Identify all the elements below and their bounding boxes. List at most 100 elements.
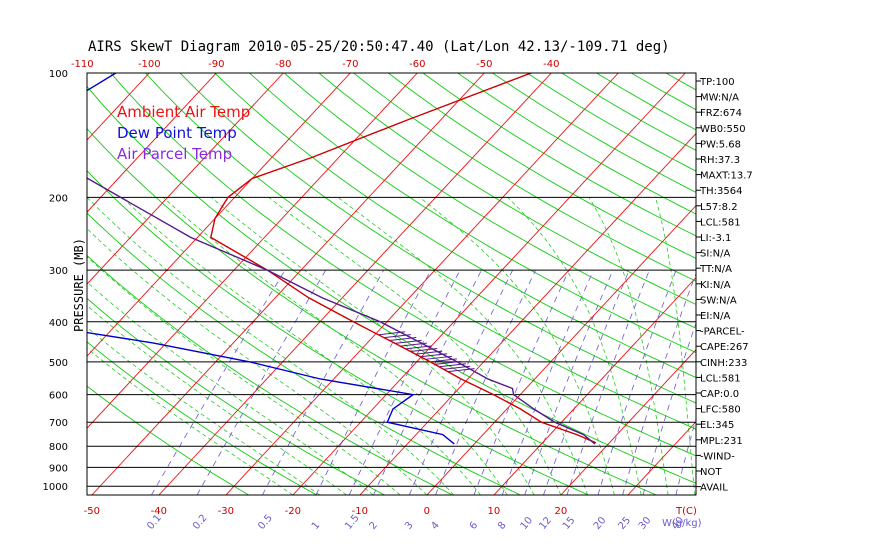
dry-adiabat — [87, 297, 385, 495]
moist-adiabat — [268, 197, 562, 495]
index-entry: LCL:581 — [700, 373, 741, 384]
index-entry: SW:N/A — [700, 295, 737, 306]
index-entry: EI:N/A — [700, 311, 730, 322]
index-entry: SI:N/A — [700, 249, 731, 260]
pressure-tick-label: 300 — [49, 266, 68, 277]
bottom-temp-tick-label: -50 — [84, 506, 100, 517]
indices-panel: TP:100 MW:N/A FRZ:674 WB0:550 PW:5.68 RH:37.3… — [696, 77, 753, 494]
mixing-ratio-line — [408, 270, 513, 495]
mixing-ratio-line — [262, 270, 384, 495]
mixing-units-label: W(g/kg) — [662, 518, 702, 529]
dry-adiabat — [110, 73, 696, 457]
top-temp-tick-label: -90 — [208, 59, 224, 70]
mixing-ratio-tick-label: 0.2 — [191, 513, 210, 532]
mixing-ratio-tick-label: 30 — [637, 515, 654, 532]
pressure-tick-label: 900 — [49, 463, 68, 474]
isotherm — [225, 73, 619, 495]
temperature-profile — [210, 73, 597, 444]
dry-adiabat — [179, 73, 696, 404]
isotherm — [359, 132, 696, 495]
index-entry: -WIND- — [700, 451, 735, 462]
pressure-tick-label: 800 — [49, 442, 68, 453]
index-entry: FRZ:674 — [700, 108, 742, 119]
top-temp-tick-label: -60 — [409, 59, 425, 70]
index-entry: EL:345 — [700, 420, 734, 431]
dry-adiabat — [457, 73, 696, 215]
moist-adiabat — [655, 197, 696, 495]
mixing-ratio-tick-label: 15 — [561, 515, 578, 532]
top-temp-tick-label: -110 — [71, 59, 94, 70]
index-entry: CINH:233 — [700, 358, 747, 369]
top-temp-tick-label: -40 — [543, 59, 559, 70]
mixing-ratio-tick-label: 4 — [429, 520, 442, 532]
moist-adiabat — [337, 197, 589, 495]
dry-adiabat — [214, 73, 696, 379]
bottom-temp-tick-label: -30 — [218, 506, 234, 517]
mixing-ratio-tick-label: 2 — [367, 520, 380, 532]
index-entry: LI:-3.1 — [700, 233, 731, 244]
isotherm — [87, 73, 217, 213]
temp-units-label: T(C) — [675, 506, 697, 517]
mixing-ratio-tick-label: 1 — [310, 520, 323, 532]
pressure-tick-label: 100 — [49, 69, 68, 80]
isotherm — [627, 421, 696, 495]
moist-adiabat — [162, 197, 508, 495]
dry-adiabat — [145, 73, 696, 430]
isotherm — [158, 73, 552, 495]
isotherm — [493, 276, 696, 495]
chart-title: AIRS SkewT Diagram 2010-05-25/20:50:47.4… — [88, 39, 670, 55]
dry-adiabat — [87, 385, 249, 495]
index-entry: CAPE:267 — [700, 342, 749, 353]
bottom-temp-tick-label: 10 — [487, 506, 500, 517]
pressure-tick-label: 1000 — [43, 482, 68, 493]
bottom-temp-tick-label: -20 — [285, 506, 301, 517]
index-entry: L57:8.2 — [700, 202, 738, 213]
moist-adiabat — [419, 197, 615, 495]
mixing-ratio-tick-label: 0.5 — [256, 513, 275, 532]
index-entry: TT:N/A — [699, 264, 732, 275]
mixing-ratio-tick-label: 3 — [403, 520, 416, 532]
moist-adiabat — [87, 256, 401, 495]
mixing-ratio-line — [675, 417, 696, 495]
mixing-ratio-line — [315, 270, 432, 495]
legend: Ambient Air Temp Dew Point Temp Air Parcel… — [117, 103, 250, 163]
bottom-temp-tick-label: -40 — [151, 506, 167, 517]
index-entry: AVAIL — [700, 483, 728, 494]
top-temp-tick-label: -100 — [138, 59, 161, 70]
y-axis-label: PRESSURE (MB) — [72, 238, 86, 332]
dry-adiabat — [422, 73, 696, 237]
top-temp-tick-labels: -110 -100 -90 -80 -70 -60 -50 -40 — [71, 59, 560, 70]
dry-adiabat — [87, 212, 521, 495]
profile-lines — [87, 73, 597, 445]
dry-adiabat — [249, 73, 696, 354]
moist-adiabat — [87, 197, 454, 495]
dry-adiabat — [318, 73, 696, 305]
index-entry: TH:3564 — [699, 186, 742, 197]
mixing-ratio-line — [622, 272, 696, 495]
mixing-ratio-line — [196, 269, 327, 495]
index-entry: MW:N/A — [700, 93, 739, 104]
dry-adiabat — [492, 73, 696, 193]
pressure-tick-label: 700 — [49, 418, 68, 429]
index-entry: CAP:0.0 — [700, 389, 739, 400]
index-entry: LCL:581 — [700, 217, 741, 228]
pressure-tick-label: 200 — [49, 193, 68, 204]
bottom-temp-tick-label: -10 — [352, 506, 368, 517]
index-entry: -PARCEL- — [700, 327, 745, 338]
pressure-tick-label: 600 — [49, 391, 68, 402]
mixing-ratio-tick-label: 6 — [468, 520, 481, 532]
isotherm — [87, 73, 351, 357]
mixing-ratio-tick-label: 10 — [519, 515, 536, 532]
mixing-ratio-line — [348, 270, 461, 495]
mixing-ratio-tick-label: 12 — [537, 515, 554, 532]
dry-adiabat — [735, 73, 870, 495]
dry-adiabat — [596, 73, 696, 131]
pressure-tick-labels: 100 200 300 400 500 600 700 800 900 1000 — [43, 69, 68, 493]
moist-adiabat — [87, 281, 374, 495]
moist-adiabat — [507, 197, 642, 495]
moist-adiabat — [87, 326, 320, 495]
index-entry: RH:37.3 — [700, 155, 740, 166]
mixing-ratio-tick-label: 8 — [496, 520, 509, 532]
isotherm — [560, 349, 696, 495]
